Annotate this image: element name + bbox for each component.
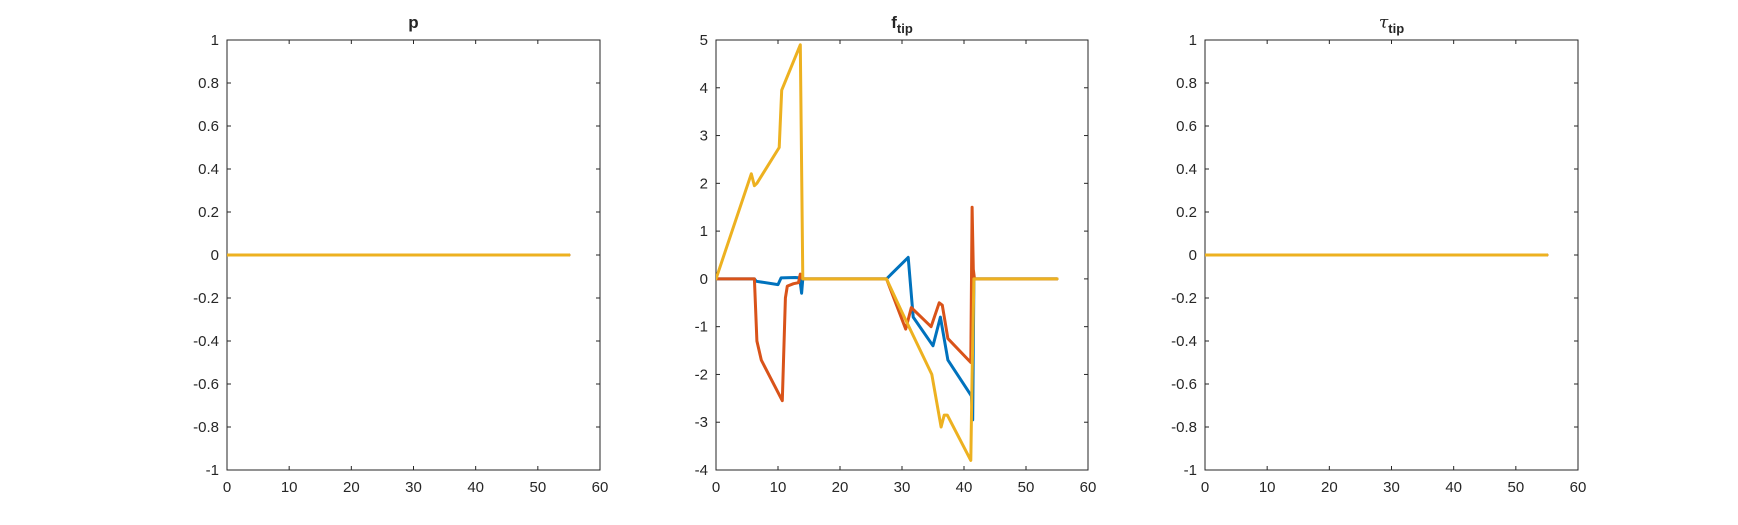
chart-title: ftip [891,13,913,36]
chart-2: 0 10 20 30 40 50 60 -4 -3 -2 -1 0 1 2 3 4 5 ftip [695,13,1097,496]
y-tick-label: 3 [700,128,708,145]
y-tick-label: -0.8 [193,419,219,436]
x-tick-label: 40 [467,479,484,496]
y-tick-label: 2 [700,175,708,192]
y-tick-label: 0.2 [1176,204,1197,221]
y-tick-label: -0.6 [193,376,219,393]
x-tick-label: 20 [1321,479,1338,496]
y-tick-label: 1 [1189,32,1197,49]
y-tick-label: -0.4 [193,333,219,350]
y-tick-label: 5 [700,32,708,49]
y-tick-label: -3 [695,414,708,431]
y-tick-label: -0.2 [193,290,219,307]
x-tick-label: 50 [1507,479,1524,496]
chart-1: 0 10 20 30 40 50 60 -1 -0.8 -0.6 -0.4 -0.2 0 0.2 0.4 0.… [193,13,608,496]
x-tick-label: 10 [1259,479,1276,496]
y-tick-label: -2 [695,366,708,383]
y-tick-label: 1 [700,223,708,240]
chart-title-main: f [891,13,897,32]
y-tick-label: 0.4 [1176,161,1197,178]
x-tick-label: 40 [956,479,973,496]
y-tick-label: -0.4 [1171,333,1197,350]
x-tick-label: 60 [1570,479,1587,496]
y-tick-label: -0.2 [1171,290,1197,307]
y-tick-label: -4 [695,462,708,479]
x-tick-label: 0 [712,479,720,496]
x-tick-label: 20 [832,479,849,496]
y-tick-label: 0.6 [198,118,219,135]
chart-title-main: p [408,13,418,32]
y-tick-label: 0 [700,271,708,288]
axes-box [715,39,1089,471]
y-tick-label: 1 [211,32,219,49]
chart-title: τtip [1379,13,1404,36]
x-tick-label: 60 [592,479,609,496]
x-tick-label: 40 [1445,479,1462,496]
x-tick-label: 50 [529,479,546,496]
x-tick-label: 0 [223,479,231,496]
chart-title: p [408,13,418,32]
y-tick-label: -1 [206,462,219,479]
x-tick-label: 0 [1201,479,1209,496]
chart-title-main: τ [1379,13,1389,33]
y-tick-label: 0.8 [1176,75,1197,92]
series-line-3 [716,43,1059,462]
y-tick-label: 0.2 [198,204,219,221]
x-tick-label: 60 [1080,479,1097,496]
y-tick-label: 0.4 [198,161,219,178]
y-tick-label: 0.6 [1176,118,1197,135]
x-tick-label: 30 [1383,479,1400,496]
y-tick-label: -0.6 [1171,376,1197,393]
x-tick-label: 10 [770,479,787,496]
y-tick-label: 0 [1189,247,1197,264]
x-tick-label: 20 [343,479,360,496]
y-tick-label: 0.8 [198,75,219,92]
x-tick-label: 10 [281,479,298,496]
chart-title-subscript: tip [897,21,913,36]
y-tick-label: 4 [700,80,708,97]
x-tick-label: 50 [1018,479,1035,496]
y-tick-label: -0.8 [1171,419,1197,436]
chart-title-subscript: tip [1388,21,1404,36]
y-tick-label: -1 [1184,462,1197,479]
y-tick-label: 0 [211,247,219,264]
y-tick-label: -1 [695,319,708,336]
chart-3: 0 10 20 30 40 50 60 -1 -0.8 -0.6 -0.4 -0.2 0 0.2 0.4 0.… [1171,13,1586,496]
x-tick-label: 30 [405,479,422,496]
x-tick-label: 30 [894,479,911,496]
